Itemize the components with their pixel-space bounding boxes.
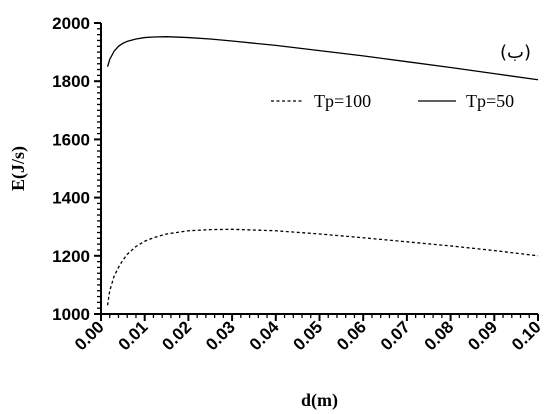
legend-label: Tp=100 xyxy=(314,91,371,111)
x-tick-label: 0.03 xyxy=(202,317,239,354)
series-line-tp100 xyxy=(106,228,539,306)
y-tick-label: 1200 xyxy=(52,247,90,266)
x-axis-label: d(m) xyxy=(301,390,338,411)
legend-label: Tp=50 xyxy=(466,91,514,111)
series-line-tp50 xyxy=(106,36,539,81)
x-tick-label: 0.04 xyxy=(246,317,283,354)
x-tick-label: 0.08 xyxy=(421,317,458,354)
panel-label: (ب) xyxy=(500,42,531,63)
x-tick-label: 0.09 xyxy=(464,317,501,354)
y-tick-label: 2000 xyxy=(52,14,90,33)
ticks xyxy=(94,22,539,321)
legend: Tp=100 Tp=50 xyxy=(271,91,514,111)
y-tick-label: 1400 xyxy=(52,189,90,208)
y-axis-label: E(J/s) xyxy=(8,146,29,191)
x-tick-label: 0.05 xyxy=(289,317,326,354)
y-tick-label: 1000 xyxy=(52,305,90,324)
y-tick-label: 1800 xyxy=(52,72,90,91)
x-tick-label: 0.10 xyxy=(508,317,545,354)
y-tick-label: 1600 xyxy=(52,130,90,149)
x-tick-label: 0.07 xyxy=(377,317,414,354)
x-tick-label: 0.01 xyxy=(115,317,152,354)
plot-lines xyxy=(106,36,539,306)
x-tick-label: 0.06 xyxy=(333,317,370,354)
axes xyxy=(100,23,538,315)
x-tick-label: 0.02 xyxy=(158,317,195,354)
